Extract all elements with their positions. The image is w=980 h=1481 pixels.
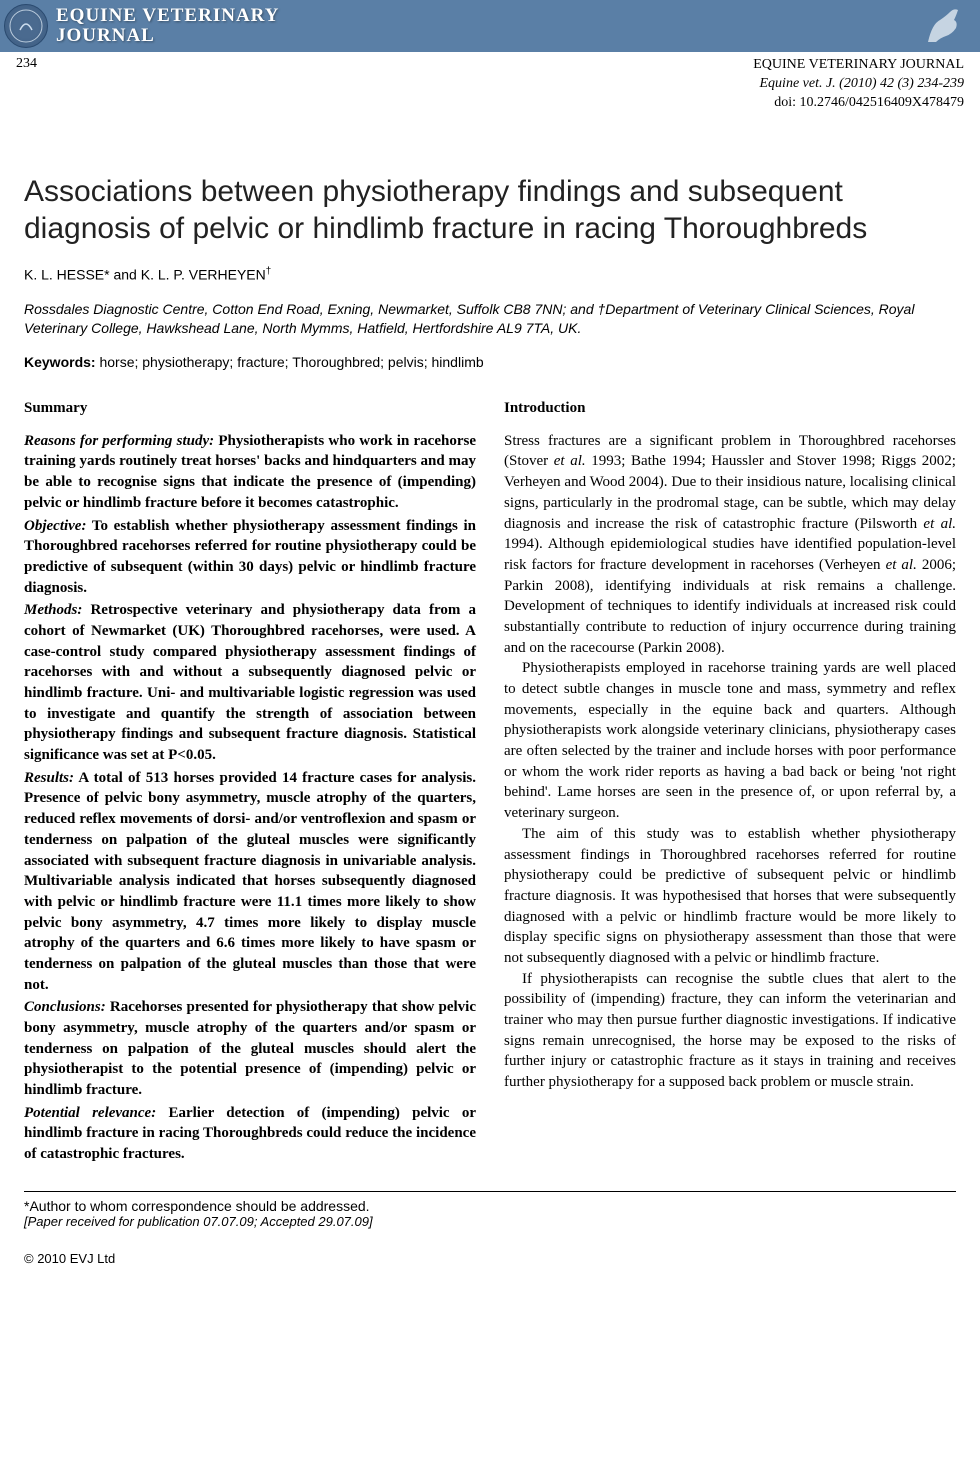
intro-paragraph: Stress fractures are a significant probl… <box>504 431 956 659</box>
journal-header-bar: EQUINE VETERINARY JOURNAL <box>0 0 980 52</box>
journal-name: EQUINE VETERINARY JOURNAL <box>753 56 964 75</box>
journal-title: EQUINE VETERINARY JOURNAL <box>56 6 279 46</box>
authors: K. L. HESSE* and K. L. P. VERHEYEN† <box>24 266 956 283</box>
summary-item-text: A total of 513 horses provided 14 fractu… <box>24 770 476 993</box>
article-content: Associations between physiotherapy findi… <box>0 113 980 1177</box>
keywords-text: horse; physiotherapy; fracture; Thorough… <box>96 354 484 370</box>
journal-title-line1: EQUINE VETERINARY <box>56 6 279 26</box>
summary-column: Summary Reasons for performing study: Ph… <box>24 398 476 1167</box>
page-number: 234 <box>16 56 37 113</box>
correspondence-note: *Author to whom correspondence should be… <box>24 1198 956 1214</box>
summary-item-text: Retrospective veterinary and physiothera… <box>24 602 476 763</box>
introduction-body: Stress fractures are a significant probl… <box>504 431 956 1093</box>
summary-item-label: Results: <box>24 770 74 786</box>
intro-paragraph: The aim of this study was to establish w… <box>504 824 956 969</box>
copyright: © 2010 EVJ Ltd <box>0 1237 980 1276</box>
summary-item-label: Reasons for performing study: <box>24 433 214 449</box>
intro-paragraph: Physiotherapists employed in racehorse t… <box>504 658 956 824</box>
citation-block: EQUINE VETERINARY JOURNAL Equine vet. J.… <box>753 56 964 113</box>
meta-row: 234 EQUINE VETERINARY JOURNAL Equine vet… <box>0 52 980 113</box>
doi: doi: 10.2746/042516409X478479 <box>753 94 964 113</box>
header-left: EQUINE VETERINARY JOURNAL <box>4 4 279 48</box>
summary-item: Conclusions: Racehorses presented for ph… <box>24 997 476 1100</box>
intro-paragraph: If physiotherapists can recognise the su… <box>504 969 956 1093</box>
keywords: Keywords: horse; physiotherapy; fracture… <box>24 354 956 370</box>
summary-body: Reasons for performing study: Physiother… <box>24 431 476 1165</box>
keywords-label: Keywords: <box>24 354 96 370</box>
summary-item-label: Methods: <box>24 602 82 618</box>
horse-icon <box>918 4 968 48</box>
received-note: [Paper received for publication 07.07.09… <box>24 1214 956 1229</box>
summary-item: Methods: Retrospective veterinary and ph… <box>24 600 476 766</box>
summary-item-label: Conclusions: <box>24 999 106 1015</box>
summary-heading: Summary <box>24 398 476 419</box>
citation: Equine vet. J. (2010) 42 (3) 234-239 <box>753 75 964 94</box>
summary-item-label: Potential relevance: <box>24 1105 156 1121</box>
journal-logo-icon <box>4 4 48 48</box>
summary-item: Objective: To establish whether physioth… <box>24 516 476 599</box>
affiliations: Rossdales Diagnostic Centre, Cotton End … <box>24 300 956 338</box>
introduction-heading: Introduction <box>504 398 956 419</box>
summary-item-label: Objective: <box>24 518 86 534</box>
footer: *Author to whom correspondence should be… <box>0 1198 980 1237</box>
two-column-layout: Summary Reasons for performing study: Ph… <box>24 398 956 1167</box>
introduction-column: Introduction Stress fractures are a sign… <box>504 398 956 1167</box>
journal-title-line2: JOURNAL <box>56 26 279 46</box>
article-title: Associations between physiotherapy findi… <box>24 173 956 248</box>
footer-rule <box>24 1191 956 1192</box>
summary-item: Reasons for performing study: Physiother… <box>24 431 476 514</box>
summary-item: Results: A total of 513 horses provided … <box>24 768 476 996</box>
summary-item-text: To establish whether physiotherapy asses… <box>24 518 476 596</box>
summary-item: Potential relevance: Earlier detection o… <box>24 1103 476 1165</box>
